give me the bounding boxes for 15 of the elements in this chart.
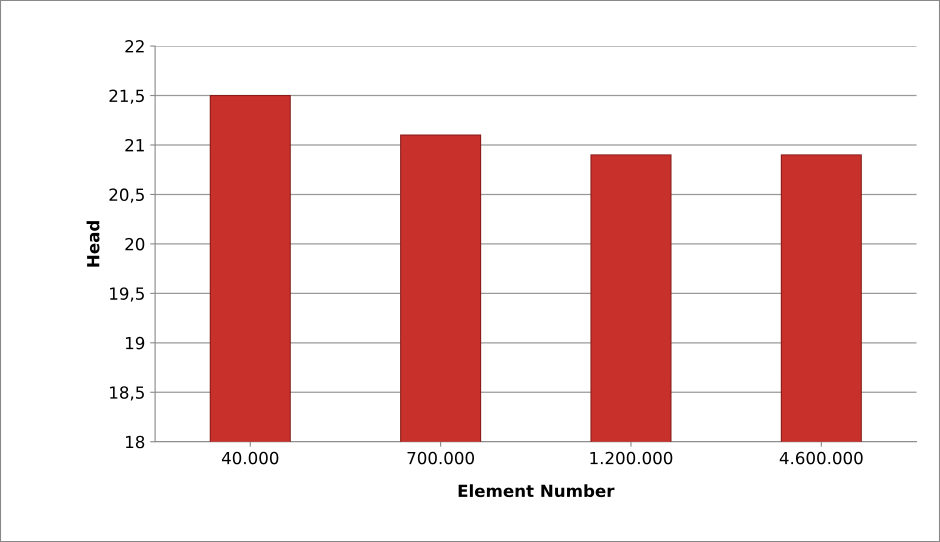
- x-tick-label: 700.000: [408, 452, 474, 464]
- y-tick-label: 19: [126, 336, 144, 350]
- y-tick-label: 18,5: [110, 386, 144, 401]
- x-tick-label: 4.600.000: [780, 452, 863, 464]
- y-tick-label: 21,5: [109, 89, 144, 104]
- x-tick-label: 1.200.000: [590, 452, 672, 464]
- y-tick-label: 18: [126, 436, 144, 448]
- x-axis-title: Element Number: [458, 484, 614, 498]
- y-axis-title: Head: [86, 221, 100, 267]
- y-tick-label: 20: [125, 238, 144, 250]
- y-tick-label: 20,5: [109, 188, 144, 203]
- x-tick-label: 40.000: [222, 452, 278, 464]
- y-tick-label: 19,5: [110, 287, 144, 302]
- y-tick-label: 22: [125, 40, 144, 52]
- y-tick-label: 21: [125, 138, 144, 152]
